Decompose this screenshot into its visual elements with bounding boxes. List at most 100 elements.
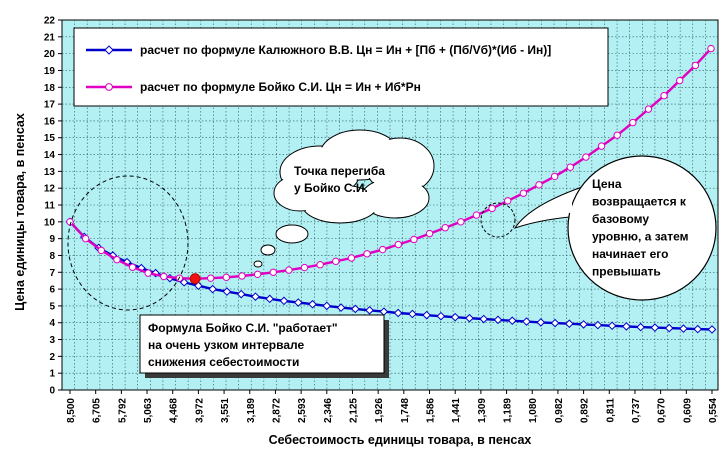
series-boiko-point — [550, 172, 559, 181]
returns-note-line: Цена — [592, 177, 622, 191]
series-boiko-point — [81, 234, 90, 243]
legend-marker-0 — [104, 45, 114, 55]
series-kalyuzhny-point — [194, 281, 203, 291]
series-kalyuzhny-point — [436, 311, 446, 321]
series-boiko-point — [378, 245, 387, 254]
series-boiko-point — [269, 268, 277, 276]
x-tick-label: 1,586 — [426, 398, 437, 423]
series-kalyuzhny-point — [636, 322, 645, 332]
x-tick-label: 0,737 — [631, 398, 642, 423]
annotations: Точка перегиба у Бойко С.И. Цена возвращает… — [67, 129, 717, 378]
series-boiko-point — [394, 240, 403, 249]
series-kalyuzhny-point — [322, 301, 332, 311]
series-boiko-point — [488, 204, 496, 213]
series-boiko-point — [613, 131, 621, 139]
y-tick-label: 2 — [49, 352, 55, 363]
legend-entry-0: расчет по формуле Калюжного В.В. Цн = Ин… — [140, 43, 551, 57]
series-boiko-point — [457, 218, 465, 226]
x-tick-label: 1,189 — [503, 398, 514, 423]
series-kalyuzhny-point — [507, 316, 517, 326]
returns-note-line: возвращается к — [592, 195, 687, 209]
y-tick-label: 12 — [44, 184, 56, 195]
series-kalyuzhny-point — [222, 287, 232, 296]
x-tick-label: 1,080 — [528, 398, 539, 423]
returns-bubble-join — [566, 200, 572, 214]
series-boiko-point — [410, 235, 418, 244]
cloud-bubble — [253, 260, 263, 268]
x-tick-label: 8,500 — [66, 398, 77, 423]
y-tick-label: 16 — [44, 116, 56, 127]
y-tick-label: 21 — [44, 32, 56, 43]
series-boiko-point — [97, 246, 105, 255]
x-axis-ticks: 8,500 6,705 5,792 5,063 4,468 3,972 3,551 3,189… — [66, 390, 719, 423]
series-kalyuzhny-point — [108, 251, 118, 260]
dashed-circle-large — [67, 175, 189, 311]
x-axis-label: Себестоимость единицы товара, в пенсах — [269, 433, 532, 447]
cloud-fill — [275, 176, 325, 210]
series-boiko-point — [566, 163, 574, 171]
y-tick-label: 3 — [49, 335, 55, 346]
x-tick-label: 0,892 — [580, 398, 591, 423]
series-kalyuzhny-point — [336, 303, 346, 312]
x-tick-label: 4,468 — [169, 398, 180, 423]
y-tick-label: 9 — [49, 234, 55, 245]
y-tick-label: 1 — [49, 369, 55, 380]
cloud-fill — [367, 139, 433, 193]
series-kalyuzhny-point — [707, 325, 717, 334]
y-tick-label: 15 — [44, 133, 56, 144]
x-tick-label: 6,705 — [92, 398, 103, 423]
series-kalyuzhny-point — [393, 308, 403, 318]
x-tick-label: 1,441 — [451, 398, 462, 423]
narrow-note-line: Формула Бойко С.И. "работает" — [148, 321, 338, 335]
series-kalyuzhny-point — [693, 324, 703, 334]
series-boiko-point — [144, 269, 152, 277]
series-boiko-point — [316, 261, 324, 269]
series-boiko-point — [629, 118, 637, 127]
y-tick-label: 6 — [49, 285, 55, 296]
series-boiko-point — [644, 105, 653, 113]
returns-bubble-tail — [513, 185, 586, 229]
x-tick-label: 0,670 — [657, 398, 668, 423]
x-tick-label: 5,792 — [117, 398, 128, 423]
dashed-circle-small — [480, 202, 516, 238]
returns-bubble-body — [567, 155, 717, 301]
legend: расчет по формуле Калюжного В.В. Цн = Ин… — [73, 27, 609, 107]
y-tick-label: 22 — [44, 16, 56, 27]
returns-note-line: базовому — [592, 212, 649, 226]
series-kalyuzhny-point — [179, 278, 189, 287]
series-boiko-point — [160, 272, 168, 281]
series-boiko-point — [504, 197, 512, 205]
series-boiko-point — [300, 263, 309, 272]
series-boiko-point — [582, 153, 590, 161]
series-boiko-point — [707, 44, 715, 53]
series-boiko-point — [238, 272, 246, 280]
series-boiko-point — [113, 255, 121, 264]
series-boiko-point — [222, 273, 231, 282]
series-boiko-point — [691, 61, 700, 70]
x-tick-label: 2,125 — [348, 398, 359, 423]
series-kalyuzhny-point — [351, 304, 360, 314]
series-kalyuzhny-point — [265, 294, 275, 304]
returns-note-line: превышать — [592, 265, 661, 279]
x-tick-label: 1,748 — [400, 398, 411, 423]
thought-cloud: Точка перегиба у Бойко С.И. — [253, 129, 435, 268]
x-tick-label: 2,346 — [323, 398, 334, 423]
x-tick-label: 2,872 — [271, 398, 282, 423]
y-tick-label: 11 — [44, 201, 55, 212]
series-kalyuzhny-point — [522, 317, 531, 326]
narrow-note-line: снижения себестоимости — [148, 355, 299, 369]
series-kalyuzhny-point — [479, 314, 489, 324]
series-boiko-point — [253, 270, 262, 278]
series-boiko-point — [285, 266, 293, 274]
y-axis-label: Цена единицы товара, в пенсах — [13, 113, 27, 311]
series-kalyuzhny-point — [308, 299, 317, 309]
series-kalyuzhny-point — [607, 321, 617, 331]
y-tick-label: 20 — [44, 49, 56, 60]
series-kalyuzhny-point — [650, 323, 660, 332]
series-boiko-point — [676, 76, 684, 85]
x-tick-label: 2,593 — [297, 398, 308, 423]
series-kalyuzhny-point — [579, 320, 588, 329]
series-kalyuzhny-point — [536, 318, 546, 327]
series-kalyuzhny-point — [293, 298, 303, 307]
